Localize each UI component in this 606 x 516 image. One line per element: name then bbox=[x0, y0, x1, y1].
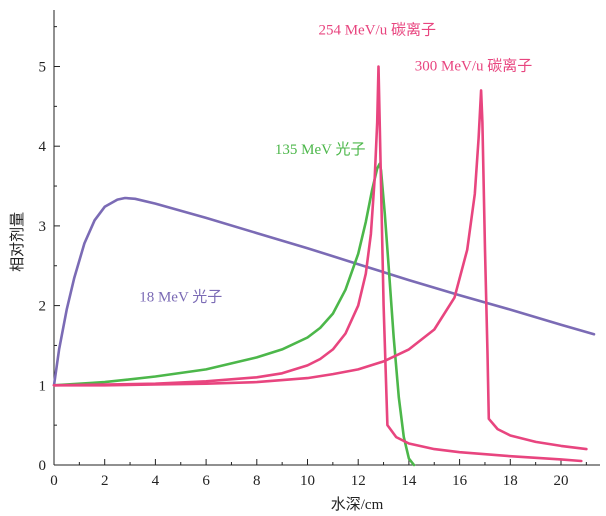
y-tick-label: 3 bbox=[39, 219, 47, 235]
x-tick-label: 8 bbox=[253, 473, 261, 489]
series-line-2 bbox=[52, 162, 416, 467]
x-tick-label: 4 bbox=[152, 473, 160, 489]
y-tick-label: 4 bbox=[39, 139, 47, 155]
y-tick-label: 2 bbox=[39, 299, 47, 315]
y-tick-label: 5 bbox=[39, 60, 47, 76]
series-line-1 bbox=[52, 196, 596, 387]
annotations: 254 MeV/u 碳离子 300 MeV/u 碳离子 135 MeV 光子 18 M… bbox=[139, 22, 532, 306]
series-label-3: 135 MeV 光子 bbox=[275, 141, 366, 158]
x-tick-label: 0 bbox=[50, 473, 58, 489]
x-tick-label: 20 bbox=[554, 473, 569, 489]
series-label-2: 300 MeV/u 碳离子 bbox=[415, 57, 533, 74]
series-group bbox=[52, 65, 596, 467]
series-label-4: 18 MeV 光子 bbox=[139, 289, 222, 306]
x-tick-label: 10 bbox=[300, 473, 315, 489]
x-ticks: 0 2 4 6 8 10 12 14 16 18 20 bbox=[50, 459, 587, 489]
y-tick-label: 1 bbox=[39, 378, 47, 394]
y-ticks: 0 1 2 3 4 5 bbox=[39, 26, 60, 474]
x-tick-label: 6 bbox=[202, 473, 210, 489]
x-tick-label: 14 bbox=[401, 473, 417, 489]
y-axis-label: 相对剂量 bbox=[9, 212, 26, 272]
axes bbox=[53, 10, 600, 466]
series-label-1: 254 MeV/u 碳离子 bbox=[318, 22, 436, 39]
x-tick-label: 2 bbox=[101, 473, 109, 489]
x-tick-label: 12 bbox=[351, 473, 366, 489]
x-tick-label: 16 bbox=[452, 473, 468, 489]
x-tick-label: 18 bbox=[503, 473, 518, 489]
y-tick-label: 0 bbox=[39, 458, 47, 474]
series-line-4 bbox=[52, 89, 588, 451]
series-line-3 bbox=[52, 65, 583, 463]
x-axis-label: 水深/cm bbox=[331, 496, 384, 513]
